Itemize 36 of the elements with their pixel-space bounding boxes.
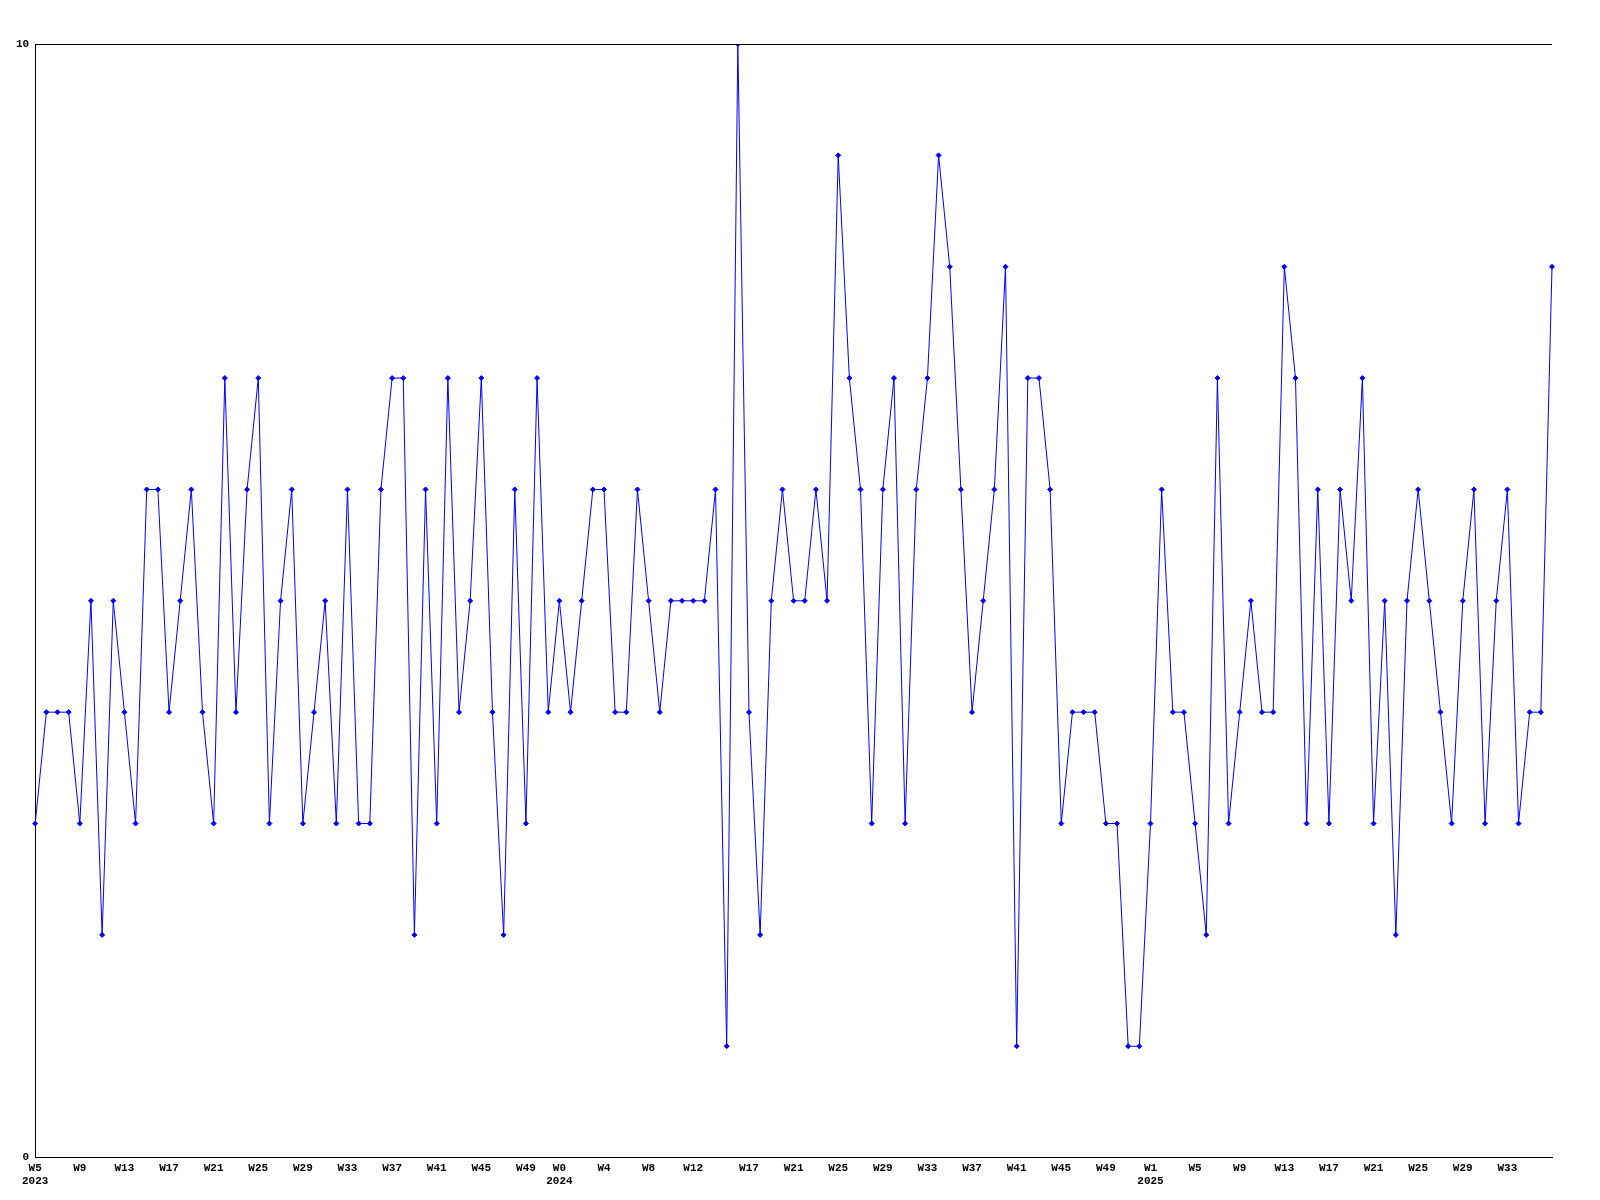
x-tick-label: W37 <box>382 1161 402 1174</box>
y-tick-label: 0 <box>22 1151 30 1164</box>
x-tick-label: W25 <box>248 1161 269 1174</box>
x-tick-label: W21 <box>203 1161 224 1174</box>
x-tick-label: W49 <box>516 1161 536 1174</box>
x-tick-label: W29 <box>292 1161 313 1174</box>
x-tick-label: W29 <box>872 1161 893 1174</box>
x-tick-label: W25 <box>1408 1161 1429 1174</box>
x-tick-label: W49 <box>1095 1161 1116 1174</box>
x-tick-label: W37 <box>962 1161 982 1174</box>
x-tick-label: W9 <box>1233 1161 1247 1174</box>
x-tick-label: W33 <box>917 1161 938 1174</box>
x-tick-label: W21 <box>783 1161 804 1174</box>
x-tick-label: W41 <box>426 1161 447 1174</box>
x-tick-label: W17 <box>739 1161 759 1174</box>
x-tick-label: W9 <box>73 1161 87 1174</box>
x-tick-label: W29 <box>1452 1161 1473 1174</box>
y-tick-label: 10 <box>16 37 30 50</box>
x-tick-label: W1 2025 <box>1137 1161 1165 1188</box>
x-tick-label: W33 <box>337 1161 358 1174</box>
x-tick-label: W0 2024 <box>546 1161 573 1188</box>
x-tick-label: W33 <box>1497 1161 1518 1174</box>
x-tick-label: W45 <box>471 1161 492 1174</box>
x-tick-label: W12 <box>683 1161 704 1174</box>
x-tick-label: W8 <box>642 1161 656 1174</box>
x-tick-label: W13 <box>114 1161 135 1174</box>
x-tick-label: W45 <box>1051 1161 1072 1174</box>
x-tick-label: W13 <box>1274 1161 1295 1174</box>
x-tick-label: W25 <box>828 1161 849 1174</box>
x-tick-label: W41 <box>1006 1161 1027 1174</box>
x-tick-label: W5 2023 <box>22 1161 49 1188</box>
x-tick-label: W5 <box>1188 1161 1203 1174</box>
x-tick-label: W17 <box>1319 1161 1339 1174</box>
x-tick-label: W4 <box>597 1161 611 1174</box>
x-tick-label: W21 <box>1363 1161 1384 1174</box>
x-tick-label: W17 <box>159 1161 179 1174</box>
